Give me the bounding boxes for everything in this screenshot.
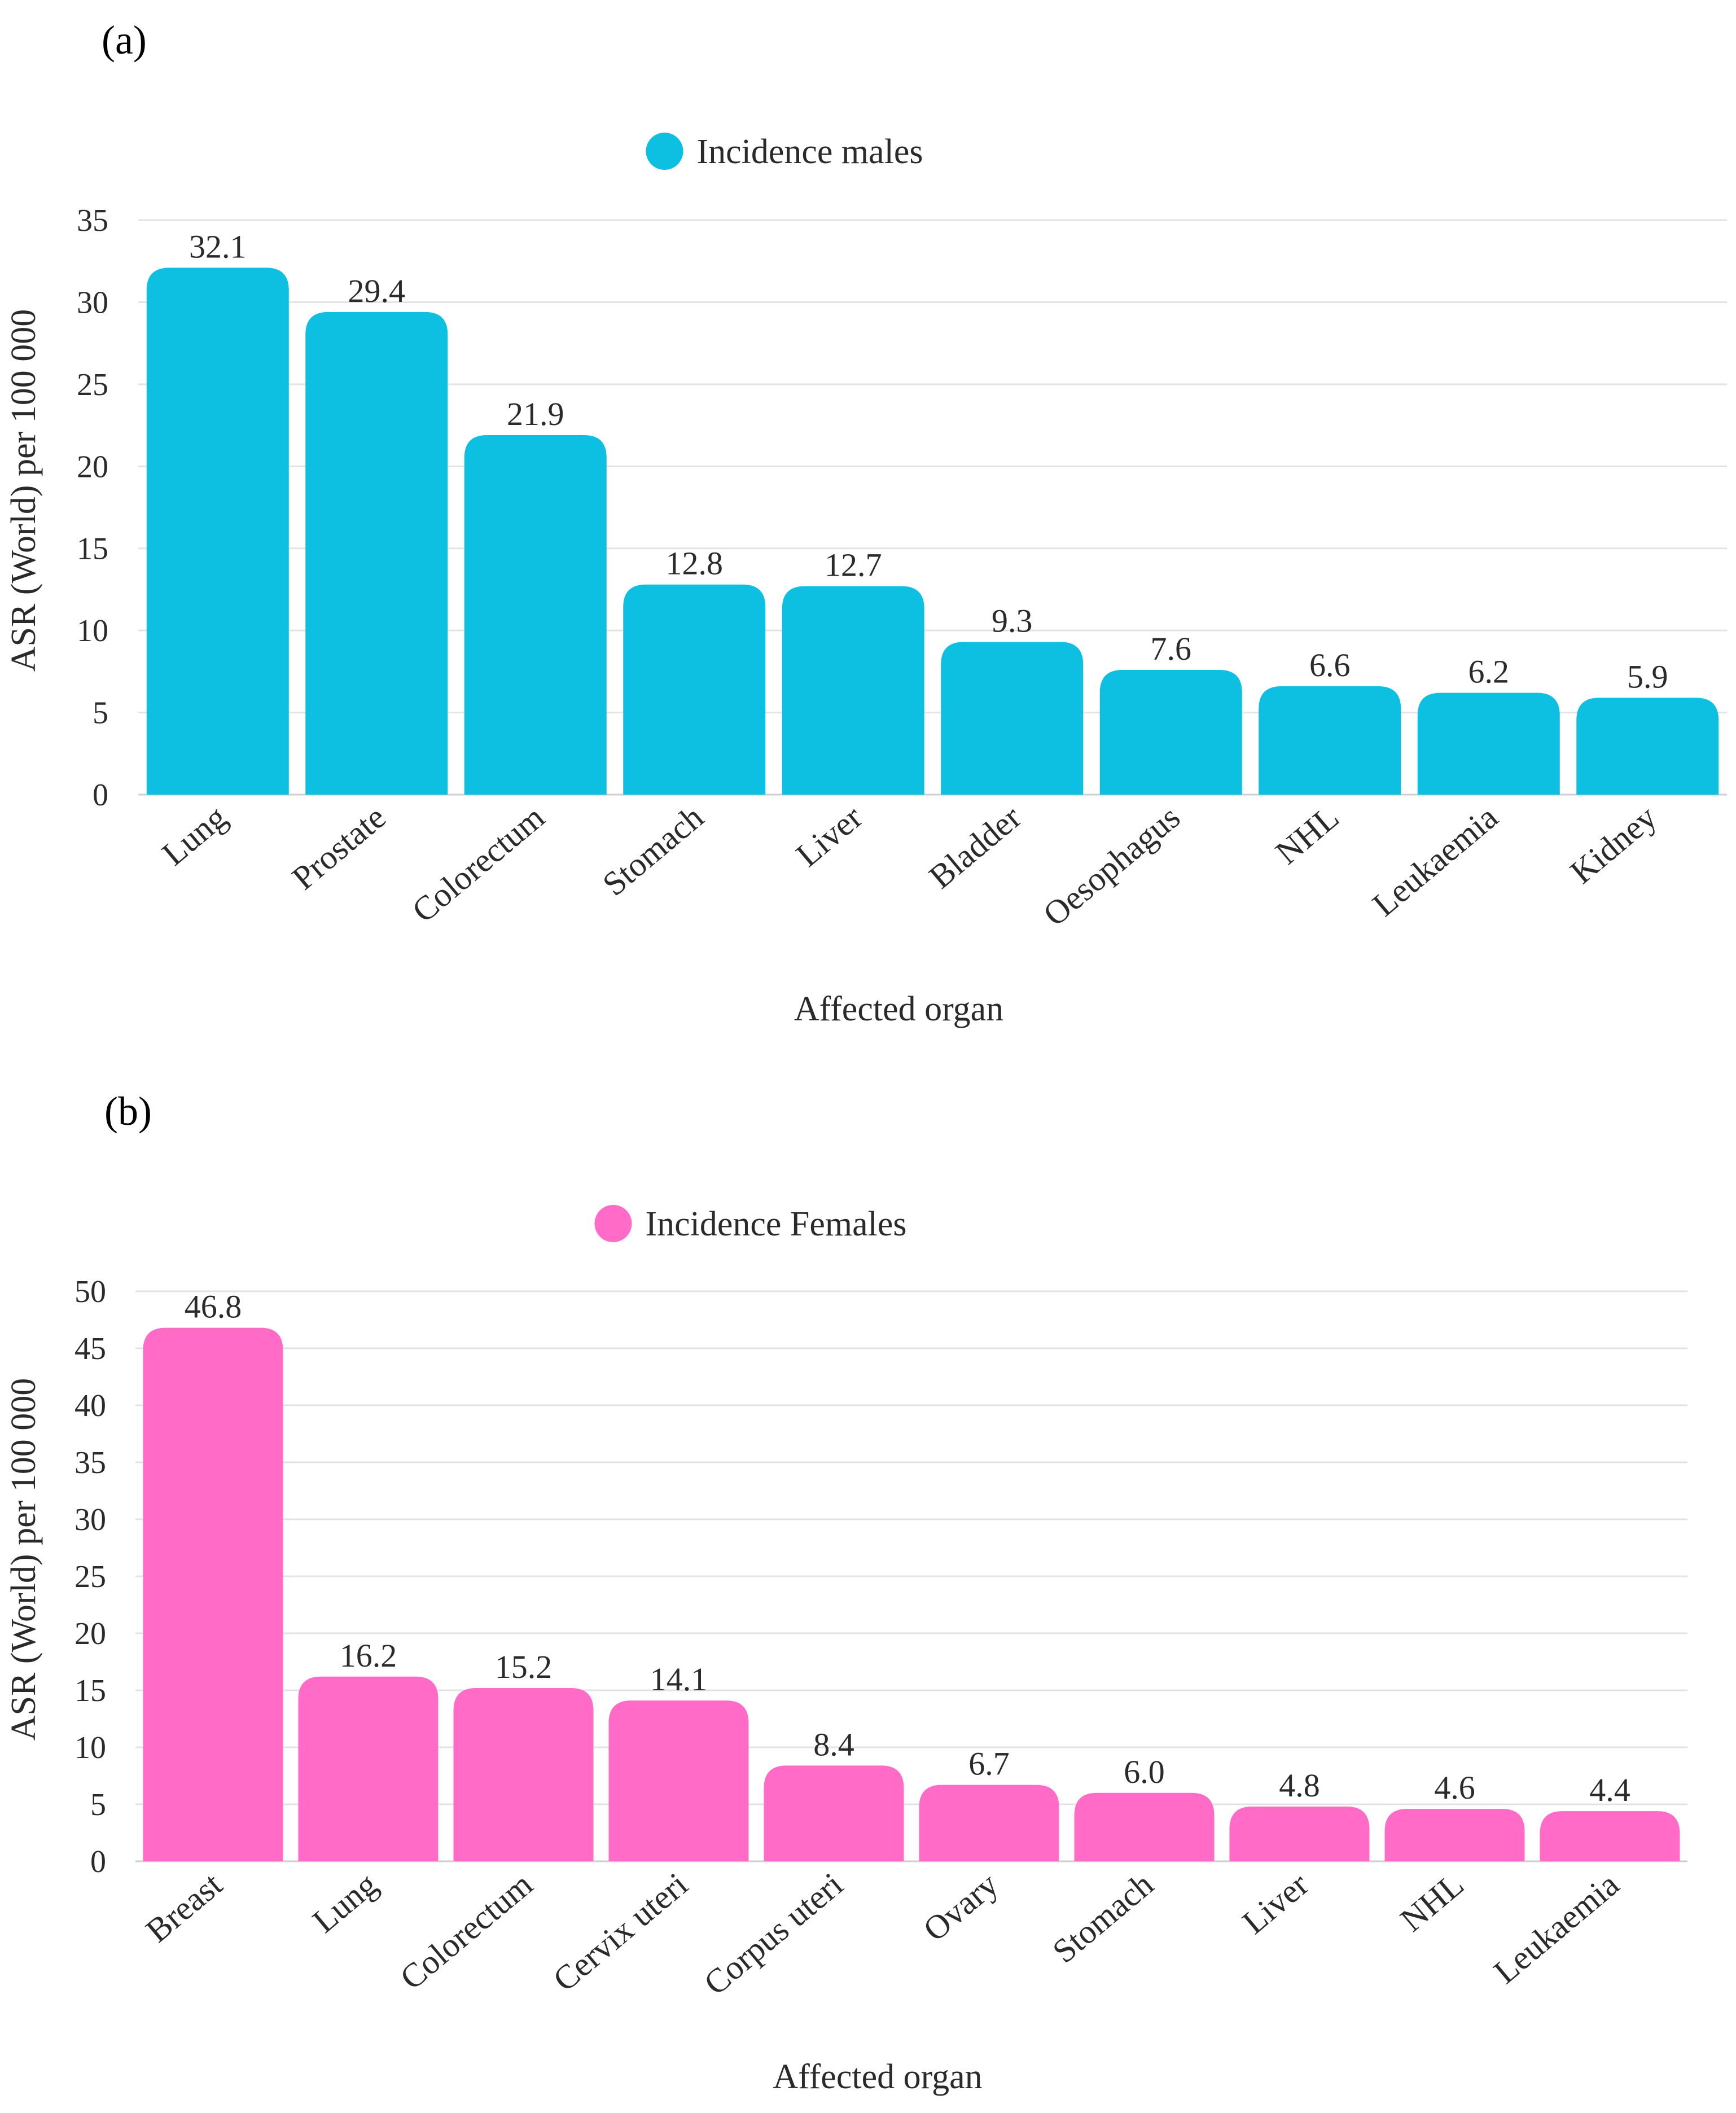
bar-corpus-uteri[interactable] <box>764 1765 904 1861</box>
category-label: Cervix uteri <box>546 1865 695 1998</box>
bar-liver[interactable] <box>1229 1807 1370 1861</box>
y-tick-label: 10 <box>77 613 108 648</box>
data-label: 12.7 <box>825 547 882 584</box>
y-tick-label: 20 <box>74 1616 106 1651</box>
category-label: Bladder <box>922 798 1028 896</box>
category-label: Colorectum <box>393 1865 539 1997</box>
y-tick-label: 15 <box>74 1673 106 1708</box>
bar-lung[interactable] <box>298 1676 439 1861</box>
y-axis-title: ASR (World) per 100 000 <box>5 1378 43 1741</box>
data-label: 6.0 <box>1124 1753 1165 1790</box>
category-label: Leukaemia <box>1487 1865 1626 1991</box>
bar-leukaemia[interactable] <box>1417 692 1560 795</box>
category-label: Oesophagus <box>1036 798 1187 933</box>
bar-colorectum[interactable] <box>464 435 607 795</box>
y-tick-label: 0 <box>93 778 108 813</box>
data-label: 21.9 <box>507 396 564 432</box>
category-label: Liver <box>789 798 869 874</box>
category-label: Lung <box>155 798 234 873</box>
data-label: 5.9 <box>1627 658 1668 695</box>
legend-marker-icon <box>594 1205 632 1242</box>
data-label: 12.8 <box>666 545 724 582</box>
data-label: 6.6 <box>1309 647 1351 683</box>
chart-b: 0 5 10 15 20 25 30 35 40 45 50 Incidence Females 46.… <box>5 1205 1687 2096</box>
data-label: 14.1 <box>650 1661 708 1698</box>
bar-kidney[interactable] <box>1576 698 1719 795</box>
data-label: 15.2 <box>495 1649 553 1685</box>
x-axis-title: Affected organ <box>773 2058 982 2096</box>
y-tick-label: 0 <box>90 1844 106 1879</box>
y-tick-label: 20 <box>77 449 108 484</box>
category-label: NHL <box>1393 1865 1471 1939</box>
data-label: 4.6 <box>1434 1769 1475 1806</box>
data-label: 29.4 <box>348 273 406 309</box>
legend-marker-icon <box>646 133 683 170</box>
category-label: Lung <box>305 1865 384 1940</box>
bar-ovary[interactable] <box>919 1785 1059 1861</box>
y-tick-label: 35 <box>74 1445 106 1480</box>
category-label: Kidney <box>1563 798 1664 891</box>
y-tick-label: 25 <box>77 367 108 402</box>
category-label: Corpus uteri <box>697 1865 850 2002</box>
data-label: 32.1 <box>189 228 247 265</box>
bar-oesophagus[interactable] <box>1099 669 1242 795</box>
y-tick-label: 45 <box>74 1331 106 1366</box>
data-label: 6.2 <box>1468 654 1510 690</box>
data-label: 4.4 <box>1589 1772 1630 1808</box>
y-tick-label: 30 <box>74 1502 106 1537</box>
data-label: 16.2 <box>340 1637 397 1674</box>
data-label: 7.6 <box>1151 630 1192 667</box>
x-axis-title: Affected organ <box>794 990 1003 1028</box>
y-tick-label: 30 <box>77 285 108 320</box>
chart-a: 0 5 10 15 20 25 30 35 Incidence males 32.1 Lung 29.… <box>5 133 1727 1028</box>
category-label: Leukaemia <box>1366 798 1505 923</box>
y-tick-label: 5 <box>93 696 108 731</box>
data-label: 9.3 <box>992 603 1033 639</box>
data-label: 46.8 <box>185 1288 242 1325</box>
category-label: Liver <box>1235 1865 1316 1941</box>
category-label: NHL <box>1269 798 1346 871</box>
y-tick-label: 5 <box>90 1787 106 1822</box>
legend-label: Incidence Females <box>645 1205 906 1243</box>
bar-liver[interactable] <box>782 586 924 795</box>
bar-prostate[interactable] <box>305 312 448 795</box>
data-label: 8.4 <box>813 1726 854 1763</box>
y-tick-label: 15 <box>77 532 108 567</box>
bar-lung[interactable] <box>146 268 289 795</box>
y-tick-label: 40 <box>74 1388 106 1423</box>
category-label: Prostate <box>285 798 393 897</box>
bar-stomach[interactable] <box>1074 1792 1215 1861</box>
bar-cervix-uteri[interactable] <box>608 1700 749 1861</box>
bar-colorectum[interactable] <box>453 1687 594 1861</box>
category-label: Ovary <box>917 1865 1005 1948</box>
y-tick-label: 50 <box>74 1274 106 1309</box>
bar-nhl[interactable] <box>1259 686 1401 795</box>
bar-leukaemia[interactable] <box>1540 1811 1680 1861</box>
category-label: Stomach <box>595 798 710 903</box>
y-axis-title: ASR (World) per 100 000 <box>5 309 43 672</box>
y-tick-label: 35 <box>77 203 108 238</box>
panel-label-b: (b) <box>104 1089 152 1134</box>
category-label: Stomach <box>1046 1865 1160 1970</box>
panel-label-a: (a) <box>102 17 147 63</box>
y-tick-label: 10 <box>74 1730 106 1765</box>
bar-nhl[interactable] <box>1384 1809 1525 1861</box>
category-label: Breast <box>139 1865 229 1949</box>
category-label: Colorectum <box>405 798 551 930</box>
bar-bladder[interactable] <box>941 642 1084 795</box>
data-label: 6.7 <box>968 1746 1010 1782</box>
bar-stomach[interactable] <box>623 584 766 795</box>
bar-breast[interactable] <box>143 1327 283 1861</box>
data-label: 4.8 <box>1279 1767 1320 1804</box>
y-tick-label: 25 <box>74 1559 106 1594</box>
legend-label: Incidence males <box>696 133 923 171</box>
